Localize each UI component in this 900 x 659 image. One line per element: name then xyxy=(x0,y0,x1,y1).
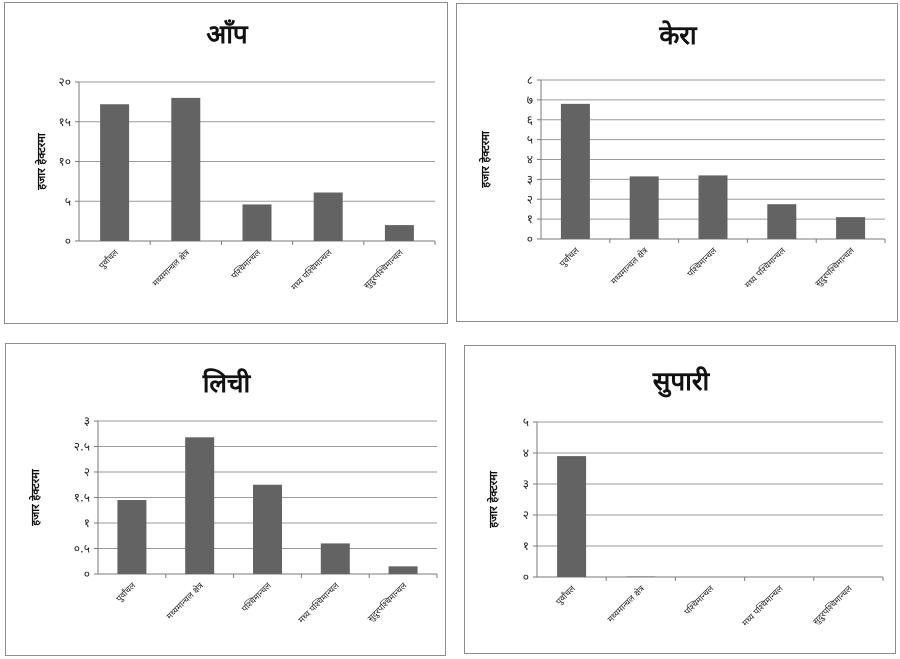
bar-banana-0 xyxy=(560,103,590,239)
y-tick-label-banana: ६ xyxy=(527,113,533,127)
x-category-label-areca: मध्य पश्चिमान्चल xyxy=(740,583,785,628)
y-tick-label-banana: ४ xyxy=(527,153,533,167)
bar-banana-2 xyxy=(698,175,728,239)
y-tick-label-litchi: १ xyxy=(84,516,90,530)
chart-svg-banana: केरा हजार हेक्टरमा ० १ २ ३ ४ ५ ६ ७ ८ पुर्वांचल मध्यम… xyxy=(478,20,886,291)
x-category-label-mango: सुदुरपश्चिमान्चल xyxy=(362,247,406,291)
chart-title-mango: आँप xyxy=(206,19,249,50)
y-tick-label-litchi: ०.५ xyxy=(74,542,90,556)
y-tick-label-areca: ० xyxy=(523,570,529,584)
bar-litchi-4 xyxy=(388,566,418,574)
bar-banana-3 xyxy=(767,204,797,239)
y-tick-label-litchi: २ xyxy=(84,465,90,479)
bar-litchi-0 xyxy=(117,500,147,574)
y-axis-label-mango: हजार हेक्टरमा xyxy=(34,132,48,191)
chart-panel-areca: सुपारी हजार हेक्टरमा ० १ २ ३ ४ ५ पुर्वांचल मध्यमा… xyxy=(464,345,896,654)
bar-mango-2 xyxy=(242,204,272,241)
chart-panel-mango: आँप हजार हेक्टरमा ० ५ १० १५ २० पुर्वांचल मध्यमान… xyxy=(4,2,448,324)
x-category-label-areca: मध्यमान्चल क्षेत्र xyxy=(605,583,647,625)
x-category-label-areca: पुर्वांचल xyxy=(554,583,578,607)
x-category-label-litchi: पुर्वांचल xyxy=(114,580,138,604)
y-tick-label-banana: २ xyxy=(527,192,533,206)
y-tick-label-banana: ३ xyxy=(527,172,533,186)
x-category-label-banana: पश्चिमान्चल xyxy=(685,245,719,279)
y-tick-label-mango: ५ xyxy=(65,194,71,208)
y-tick-label-mango: १० xyxy=(59,155,71,169)
x-category-label-mango: मध्यमान्चल क्षेत्र xyxy=(150,247,192,289)
y-tick-label-litchi: २.५ xyxy=(74,440,90,454)
y-tick-label-banana: ० xyxy=(527,232,533,246)
x-category-label-banana: पुर्वांचल xyxy=(558,245,582,269)
x-category-label-litchi: मध्य पश्चिमान्चल xyxy=(296,580,341,625)
y-tick-label-litchi: १.५ xyxy=(74,491,90,505)
y-tick-label-areca: २ xyxy=(523,508,529,522)
y-tick-label-mango: १५ xyxy=(59,115,71,129)
y-tick-label-areca: ३ xyxy=(523,477,529,491)
x-category-label-banana: मध्य पश्चिमान्चल xyxy=(743,245,788,290)
y-tick-label-mango: २० xyxy=(59,75,71,89)
chart-title-areca: सुपारी xyxy=(652,366,711,398)
chart-svg-areca: सुपारी हजार हेक्टरमा ० १ २ ३ ४ ५ पुर्वांचल मध्यमा… xyxy=(486,366,884,629)
bar-litchi-1 xyxy=(185,437,215,574)
x-category-label-banana: मध्यमान्चल क्षेत्र xyxy=(609,245,651,287)
bar-mango-1 xyxy=(171,97,201,242)
x-category-label-banana: सुदुरपश्चिमान्चल xyxy=(813,245,857,289)
y-tick-label-areca: ४ xyxy=(523,446,529,460)
chart-svg-mango: आँप हजार हेक्टरमा ० ५ १० १५ २० पुर्वांचल मध्यमान… xyxy=(34,19,436,293)
y-tick-label-banana: ७ xyxy=(527,93,533,107)
chart-svg-litchi: लिची हजार हेक्टरमा ० ०.५ १ १.५ २ २.५ ३ पुर्वांचल म… xyxy=(28,368,438,626)
y-tick-label-banana: ५ xyxy=(527,133,533,147)
bar-mango-0 xyxy=(100,104,130,241)
bar-litchi-2 xyxy=(253,484,282,574)
x-category-label-litchi: मध्यमान्चल क्षेत्र xyxy=(164,580,206,622)
x-category-label-areca: पश्चिमान्चल xyxy=(682,583,716,617)
y-tick-label-areca: १ xyxy=(523,539,529,553)
y-tick-label-banana: ८ xyxy=(527,73,533,87)
y-tick-label-banana: १ xyxy=(527,212,533,226)
y-axis-label-litchi: हजार हेक्टरमा xyxy=(28,468,42,527)
bar-areca-1 xyxy=(626,576,656,577)
x-category-label-areca: सुदुरपश्चिमान्चल xyxy=(811,583,855,627)
x-category-label-mango: मध्य पश्चिमान्चल xyxy=(289,247,334,292)
x-category-label-mango: पुर्वांचल xyxy=(97,247,121,271)
bar-mango-3 xyxy=(313,192,343,241)
y-axis-label-areca: हजार हेक्टरमा xyxy=(486,470,500,529)
bar-litchi-3 xyxy=(320,543,350,574)
x-category-label-litchi: सुदुरपश्चिमान्चल xyxy=(365,580,409,624)
chart-title-banana: केरा xyxy=(658,20,698,51)
x-category-label-mango: पश्चिमान्चल xyxy=(229,247,263,281)
y-tick-label-mango: ० xyxy=(65,234,71,248)
y-tick-label-areca: ५ xyxy=(523,415,529,429)
y-axis-label-banana: हजार हेक्टरमा xyxy=(478,130,492,189)
chart-panel-litchi: लिची हजार हेक्टरमा ० ०.५ १ १.५ २ २.५ ३ पुर्वांचल म… xyxy=(5,343,446,656)
bar-banana-4 xyxy=(836,217,866,239)
y-tick-label-litchi: ३ xyxy=(84,414,90,428)
chart-title-litchi: लिची xyxy=(202,368,252,399)
bar-banana-1 xyxy=(629,176,659,239)
chart-panel-banana: केरा हजार हेक्टरमा ० १ २ ३ ४ ५ ६ ७ ८ पुर्वांचल मध्यम… xyxy=(456,3,898,322)
y-tick-label-litchi: ० xyxy=(84,567,90,581)
bar-areca-0 xyxy=(557,456,587,577)
x-category-label-litchi: पश्चिमान्चल xyxy=(240,580,274,614)
bar-mango-4 xyxy=(384,225,414,241)
